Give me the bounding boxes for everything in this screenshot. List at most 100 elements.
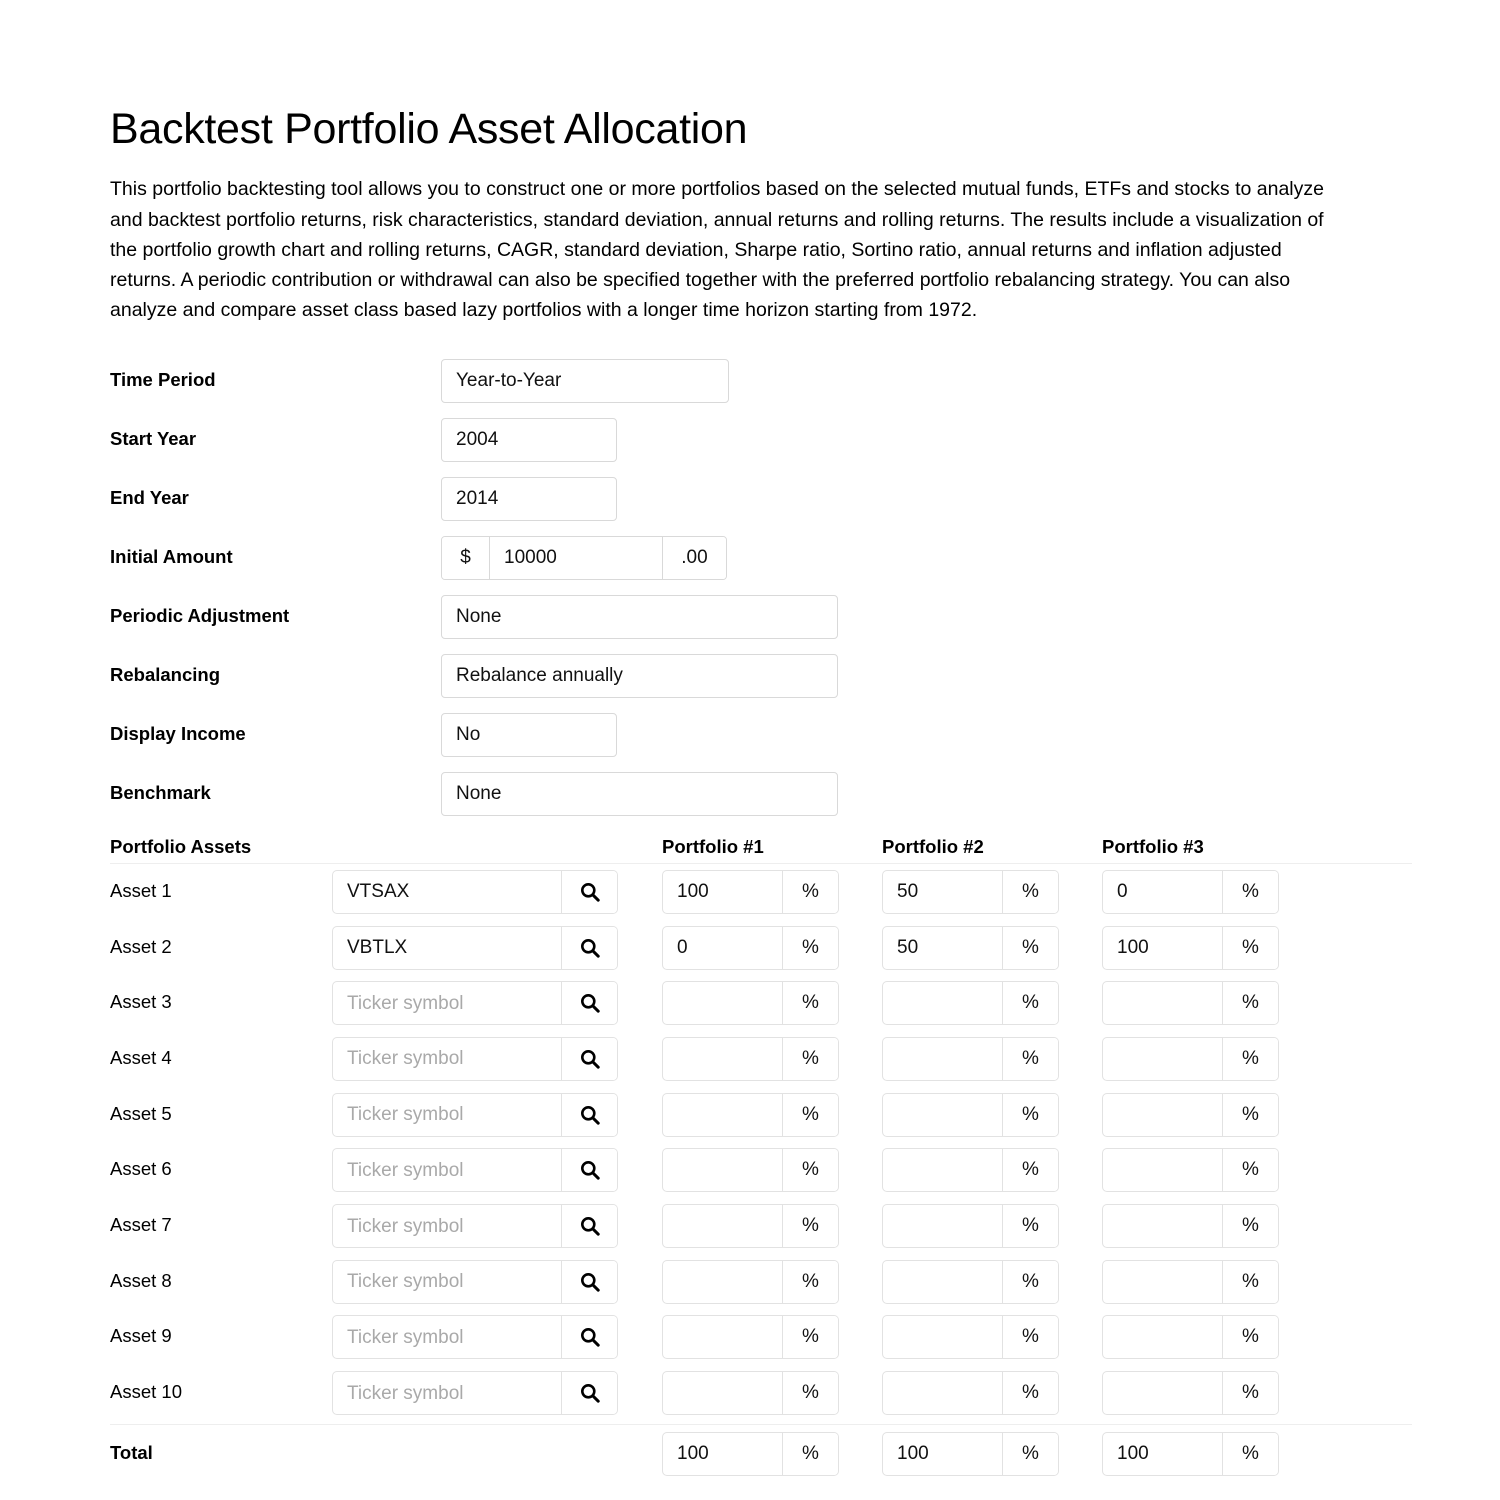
start-year-select[interactable]: 2004 xyxy=(441,417,617,462)
ticker-field-group[interactable]: VBTLX xyxy=(332,925,618,970)
allocation-input[interactable] xyxy=(663,982,782,1024)
allocation-input[interactable] xyxy=(883,1149,1002,1191)
allocation-input[interactable] xyxy=(883,1094,1002,1136)
time-period-select[interactable]: Year-to-Year xyxy=(441,358,729,403)
allocation-input[interactable] xyxy=(883,1316,1002,1358)
ticker-input[interactable]: Ticker symbol xyxy=(347,1382,464,1404)
ticker-field-group[interactable]: Ticker symbol xyxy=(332,1315,618,1360)
allocation-input[interactable] xyxy=(883,1372,1002,1414)
allocation-input[interactable] xyxy=(663,1038,782,1080)
allocation-input[interactable] xyxy=(1103,1038,1222,1080)
allocation-field-portfolio-2[interactable]: % xyxy=(882,1092,1059,1137)
allocation-input[interactable]: 0 xyxy=(677,937,688,959)
search-icon[interactable] xyxy=(561,870,617,913)
allocation-input[interactable]: 100 xyxy=(677,881,709,903)
allocation-field-portfolio-2[interactable]: % xyxy=(882,981,1059,1026)
ticker-input[interactable]: Ticker symbol xyxy=(347,1048,464,1070)
ticker-input[interactable]: Ticker symbol xyxy=(347,1326,464,1348)
allocation-input[interactable] xyxy=(1103,1149,1222,1191)
allocation-input[interactable]: 100 xyxy=(1117,937,1149,959)
allocation-input[interactable]: 0 xyxy=(1117,881,1128,903)
allocation-field-portfolio-3[interactable]: % xyxy=(1102,1371,1279,1416)
allocation-field-portfolio-3[interactable]: % xyxy=(1102,1036,1279,1081)
rebalancing-select[interactable]: Rebalance annually xyxy=(441,653,838,698)
allocation-input[interactable] xyxy=(883,1261,1002,1303)
ticker-input[interactable]: VBTLX xyxy=(347,937,408,959)
ticker-input[interactable]: Ticker symbol xyxy=(347,1159,464,1181)
allocation-input[interactable] xyxy=(1103,1372,1222,1414)
allocation-input[interactable]: 50 xyxy=(897,937,919,959)
search-icon[interactable] xyxy=(561,982,617,1025)
allocation-field-portfolio-2[interactable]: % xyxy=(882,1259,1059,1304)
ticker-input[interactable]: Ticker symbol xyxy=(347,1215,464,1237)
allocation-field-portfolio-1[interactable]: % xyxy=(662,1259,839,1304)
allocation-field-portfolio-1[interactable]: % xyxy=(662,1315,839,1360)
allocation-field-portfolio-3[interactable]: % xyxy=(1102,1204,1279,1249)
allocation-field-portfolio-1[interactable]: % xyxy=(662,1371,839,1416)
ticker-field-group[interactable]: Ticker symbol xyxy=(332,1259,618,1304)
display-income-select[interactable]: No xyxy=(441,712,617,757)
allocation-input[interactable] xyxy=(663,1372,782,1414)
allocation-field-portfolio-3[interactable]: 0% xyxy=(1102,869,1279,914)
allocation-input[interactable] xyxy=(883,1205,1002,1247)
search-icon[interactable] xyxy=(561,1316,617,1359)
search-icon[interactable] xyxy=(561,1205,617,1248)
search-icon[interactable] xyxy=(561,1149,617,1192)
benchmark-select[interactable]: None xyxy=(441,771,838,816)
end-year-select[interactable]: 2014 xyxy=(441,476,617,521)
allocation-field-portfolio-2[interactable]: % xyxy=(882,1204,1059,1249)
allocation-field-portfolio-1[interactable]: % xyxy=(662,1036,839,1081)
allocation-field-portfolio-2[interactable]: 50% xyxy=(882,869,1059,914)
allocation-input[interactable] xyxy=(1103,1261,1222,1303)
allocation-field-portfolio-1[interactable]: % xyxy=(662,1092,839,1137)
allocation-input[interactable] xyxy=(663,1316,782,1358)
allocation-field-portfolio-3[interactable]: % xyxy=(1102,1259,1279,1304)
allocation-field-portfolio-2[interactable]: 50% xyxy=(882,925,1059,970)
allocation-field-portfolio-1[interactable]: % xyxy=(662,981,839,1026)
allocation-input[interactable]: 50 xyxy=(897,881,919,903)
allocation-input[interactable] xyxy=(663,1094,782,1136)
allocation-input[interactable] xyxy=(883,1038,1002,1080)
allocation-input[interactable] xyxy=(1103,1316,1222,1358)
allocation-input[interactable] xyxy=(663,1261,782,1303)
allocation-field-portfolio-3[interactable]: % xyxy=(1102,981,1279,1026)
allocation-field-portfolio-3[interactable]: 100% xyxy=(1102,925,1279,970)
ticker-input[interactable]: Ticker symbol xyxy=(347,992,464,1014)
allocation-field-portfolio-2[interactable]: % xyxy=(882,1315,1059,1360)
ticker-field-group[interactable]: Ticker symbol xyxy=(332,981,618,1026)
allocation-field-portfolio-2[interactable]: % xyxy=(882,1371,1059,1416)
allocation-field-portfolio-3[interactable]: % xyxy=(1102,1148,1279,1193)
allocation-field-portfolio-3[interactable]: % xyxy=(1102,1092,1279,1137)
ticker-input[interactable]: Ticker symbol xyxy=(347,1271,464,1293)
initial-amount-group[interactable]: $ 10000 .00 xyxy=(441,535,727,580)
search-icon[interactable] xyxy=(561,1260,617,1303)
allocation-input[interactable] xyxy=(663,1205,782,1247)
assets-table-header: Portfolio Assets Portfolio #1 Portfolio … xyxy=(110,834,1412,865)
ticker-input[interactable]: VTSAX xyxy=(347,881,410,903)
allocation-field-portfolio-3[interactable]: % xyxy=(1102,1315,1279,1360)
ticker-field-group[interactable]: Ticker symbol xyxy=(332,1036,618,1081)
ticker-field-group[interactable]: Ticker symbol xyxy=(332,1204,618,1249)
ticker-field-group[interactable]: Ticker symbol xyxy=(332,1371,618,1416)
search-icon[interactable] xyxy=(561,926,617,969)
allocation-input[interactable] xyxy=(1103,982,1222,1024)
ticker-field-group[interactable]: VTSAX xyxy=(332,869,618,914)
search-icon[interactable] xyxy=(561,1093,617,1136)
allocation-field-portfolio-1[interactable]: 100% xyxy=(662,869,839,914)
allocation-input[interactable] xyxy=(663,1149,782,1191)
allocation-field-portfolio-1[interactable]: 0% xyxy=(662,925,839,970)
allocation-input[interactable] xyxy=(1103,1094,1222,1136)
allocation-input[interactable] xyxy=(1103,1205,1222,1247)
allocation-field-portfolio-1[interactable]: % xyxy=(662,1204,839,1249)
allocation-field-portfolio-2[interactable]: % xyxy=(882,1036,1059,1081)
allocation-field-portfolio-1[interactable]: % xyxy=(662,1148,839,1193)
ticker-field-group[interactable]: Ticker symbol xyxy=(332,1148,618,1193)
allocation-field-portfolio-2[interactable]: % xyxy=(882,1148,1059,1193)
periodic-adjustment-select[interactable]: None xyxy=(441,594,838,639)
allocation-input[interactable] xyxy=(883,982,1002,1024)
ticker-input[interactable]: Ticker symbol xyxy=(347,1104,464,1126)
search-icon[interactable] xyxy=(561,1037,617,1080)
ticker-field-group[interactable]: Ticker symbol xyxy=(332,1092,618,1137)
initial-amount-input[interactable]: 10000 xyxy=(504,546,557,568)
search-icon[interactable] xyxy=(561,1372,617,1415)
